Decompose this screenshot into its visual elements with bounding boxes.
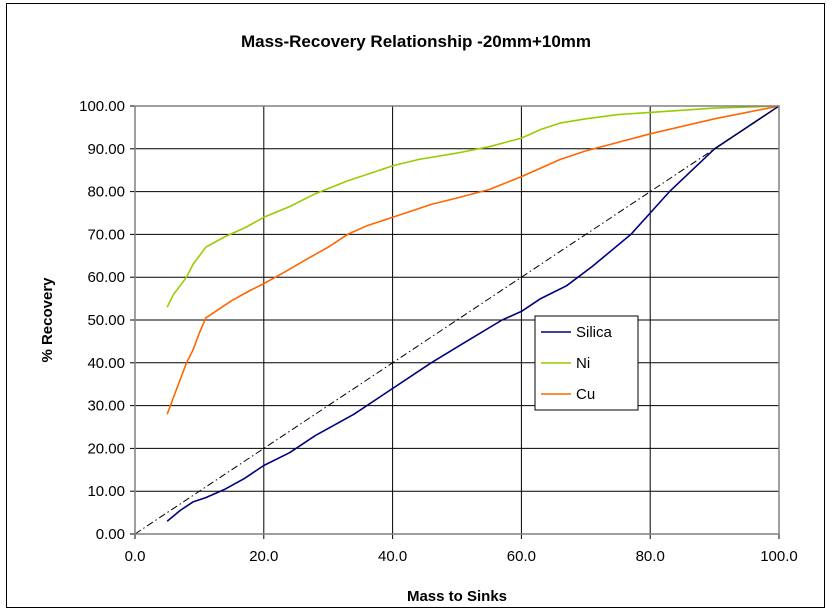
x-tick-label: 40.0 [378, 548, 407, 565]
x-tick-label: 80.0 [636, 548, 665, 565]
x-tick-label: 20.0 [249, 548, 278, 565]
y-tick-label: 90.00 [87, 141, 125, 158]
y-tick-label: 40.00 [87, 355, 125, 372]
legend-label-ni: Ni [576, 355, 590, 372]
y-tick-label: 20.00 [87, 440, 125, 457]
series-line-cu [166, 105, 780, 415]
x-tick-label: 0.0 [125, 548, 146, 565]
legend-label-silica: Silica [576, 324, 613, 341]
y-tick-label: 50.00 [87, 312, 125, 329]
y-tick-label: 60.00 [87, 269, 125, 286]
series-line-ni [166, 105, 780, 308]
tick-labels: 0.00 10.00 20.00 30.00 40.00 50.00 60.00 70.00 8… [79, 98, 798, 565]
y-tick-label: 100.00 [79, 98, 125, 115]
plot-border [134, 105, 780, 535]
y-tick-label: 10.00 [87, 483, 125, 500]
series-line-silica [166, 105, 780, 522]
series-line-reference [134, 105, 780, 535]
y-tick-label: 30.00 [87, 398, 125, 415]
series-lines [134, 105, 780, 535]
chart-title: Mass-Recovery Relationship -20mm+10mm [241, 32, 591, 51]
grid [135, 106, 779, 534]
y-tick-label: 70.00 [87, 226, 125, 243]
x-axis-label: Mass to Sinks [407, 588, 507, 605]
legend: Silica Ni Cu [534, 315, 639, 411]
y-axis-label: % Recovery [39, 277, 56, 363]
x-tick-label: 100.0 [760, 548, 798, 565]
legend-label-cu: Cu [576, 386, 595, 403]
y-tick-label: 0.00 [96, 526, 125, 543]
x-tick-label: 60.0 [507, 548, 536, 565]
y-tick-label: 80.00 [87, 184, 125, 201]
